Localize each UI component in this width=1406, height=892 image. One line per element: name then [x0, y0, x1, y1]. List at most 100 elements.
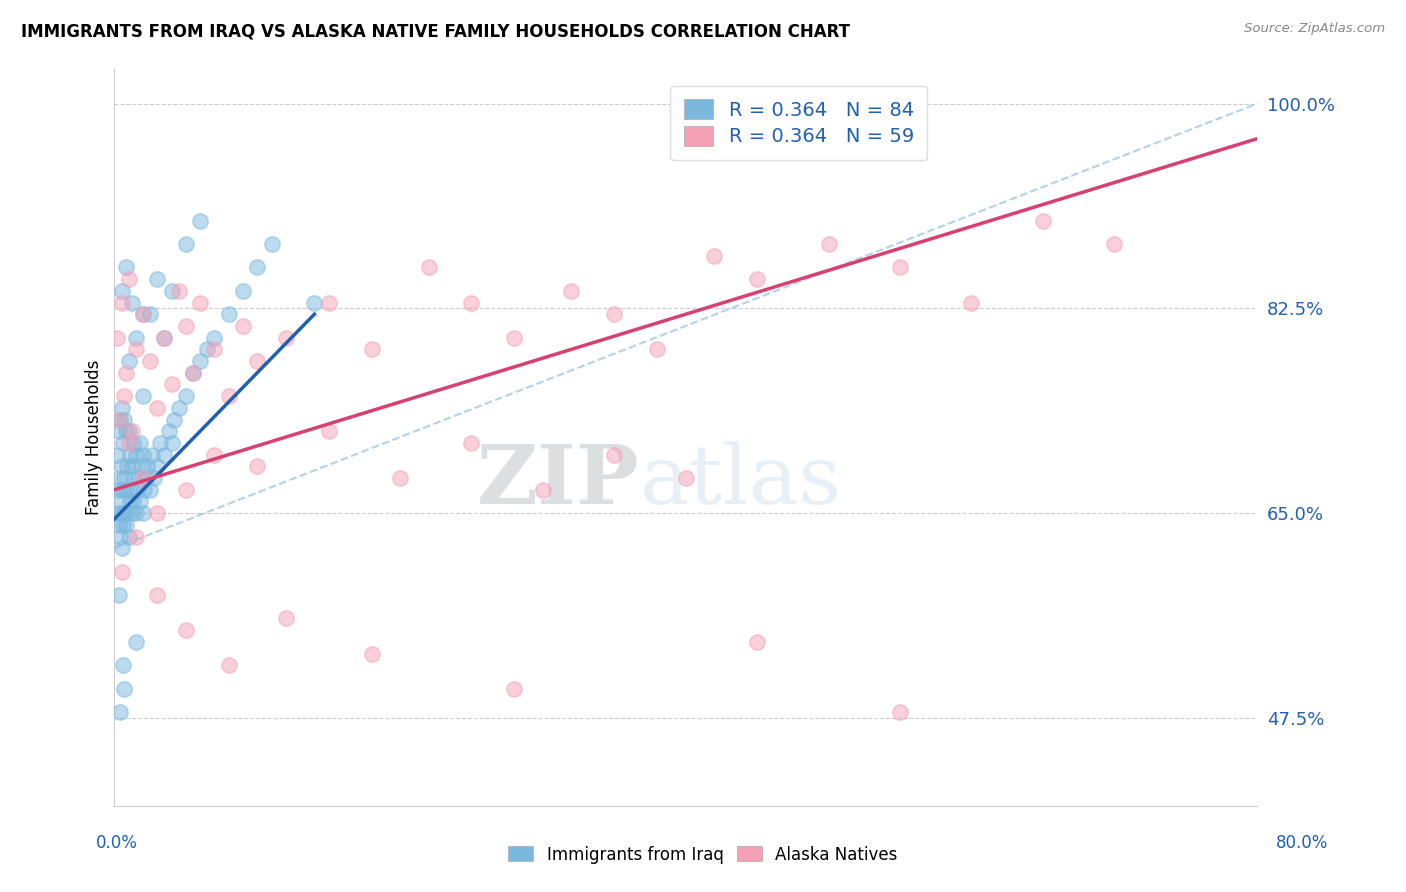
Point [115, 424, 138, 438]
Point [960, 295, 983, 310]
Legend: Immigrants from Iraq, Alaska Natives: Immigrants from Iraq, Alaska Natives [502, 839, 904, 871]
Point [195, 343, 218, 357]
Point [125, 529, 148, 543]
Point [143, 471, 166, 485]
Point [111, 483, 134, 497]
Point [202, 331, 225, 345]
Point [304, 295, 326, 310]
Point [146, 459, 169, 474]
Legend: R = 0.364   N = 84, R = 0.364   N = 59: R = 0.364 N = 84, R = 0.364 N = 59 [671, 86, 928, 160]
Point [747, 272, 769, 286]
Point [117, 506, 139, 520]
Point [107, 588, 129, 602]
Point [117, 459, 139, 474]
Point [107, 483, 129, 497]
Point [134, 483, 156, 497]
Point [107, 412, 129, 426]
Point [503, 331, 526, 345]
Text: ZIP: ZIP [478, 442, 640, 521]
Point [160, 377, 183, 392]
Point [129, 494, 152, 508]
Point [139, 354, 162, 368]
Text: Source: ZipAtlas.com: Source: ZipAtlas.com [1244, 22, 1385, 36]
Point [122, 494, 145, 508]
Point [167, 284, 190, 298]
Point [105, 448, 128, 462]
Point [174, 318, 197, 333]
Point [124, 471, 146, 485]
Point [232, 318, 254, 333]
Point [153, 331, 176, 345]
Point [108, 412, 131, 426]
Point [125, 343, 148, 357]
Point [112, 412, 135, 426]
Point [160, 436, 183, 450]
Point [146, 506, 169, 520]
Point [112, 506, 135, 520]
Point [889, 705, 911, 719]
Text: 0.0%: 0.0% [96, 834, 138, 852]
Point [121, 424, 143, 438]
Point [108, 705, 131, 719]
Point [181, 366, 204, 380]
Point [118, 424, 141, 438]
Point [675, 471, 697, 485]
Point [181, 366, 204, 380]
Point [163, 412, 186, 426]
Point [132, 471, 155, 485]
Point [128, 471, 150, 485]
Point [115, 483, 138, 497]
Point [149, 436, 172, 450]
Point [105, 494, 128, 508]
Point [110, 506, 132, 520]
Point [129, 436, 152, 450]
Point [110, 459, 132, 474]
Point [703, 249, 725, 263]
Point [132, 307, 155, 321]
Point [274, 331, 297, 345]
Point [115, 260, 138, 275]
Point [360, 647, 382, 661]
Point [202, 448, 225, 462]
Point [108, 471, 131, 485]
Y-axis label: Family Households: Family Households [86, 359, 103, 515]
Point [110, 401, 132, 415]
Point [105, 331, 128, 345]
Point [111, 436, 134, 450]
Point [110, 284, 132, 298]
Point [188, 354, 211, 368]
Point [202, 343, 225, 357]
Point [188, 295, 211, 310]
Point [174, 237, 197, 252]
Point [603, 448, 626, 462]
Point [218, 307, 240, 321]
Point [136, 459, 159, 474]
Point [246, 459, 269, 474]
Text: atlas: atlas [640, 442, 842, 521]
Point [112, 471, 135, 485]
Point [132, 506, 155, 520]
Point [218, 389, 240, 403]
Point [121, 295, 143, 310]
Point [118, 483, 141, 497]
Point [389, 471, 412, 485]
Point [115, 517, 138, 532]
Point [218, 658, 240, 673]
Point [645, 343, 668, 357]
Point [232, 284, 254, 298]
Point [112, 681, 135, 696]
Point [104, 506, 127, 520]
Point [174, 623, 197, 637]
Point [120, 494, 142, 508]
Point [125, 506, 148, 520]
Point [127, 483, 149, 497]
Point [153, 331, 176, 345]
Point [503, 681, 526, 696]
Text: 80.0%: 80.0% [1277, 834, 1329, 852]
Point [118, 529, 141, 543]
Text: IMMIGRANTS FROM IRAQ VS ALASKA NATIVE FAMILY HOUSEHOLDS CORRELATION CHART: IMMIGRANTS FROM IRAQ VS ALASKA NATIVE FA… [21, 22, 851, 40]
Point [139, 483, 162, 497]
Point [112, 389, 135, 403]
Point [460, 436, 482, 450]
Point [318, 424, 340, 438]
